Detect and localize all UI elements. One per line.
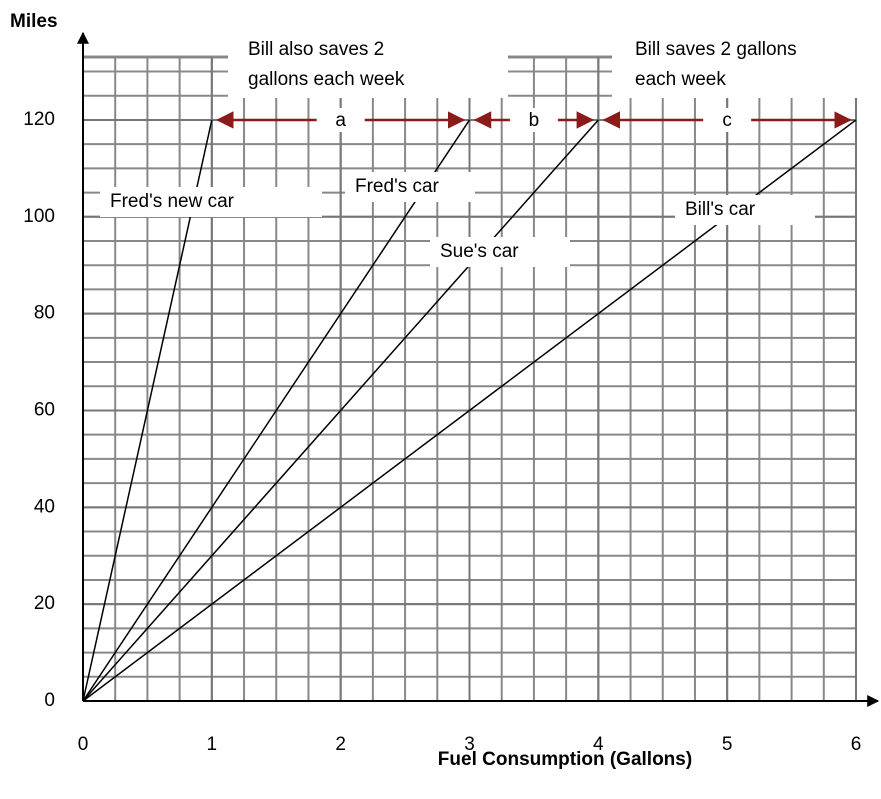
- y-tick-label: 60: [34, 399, 55, 420]
- series-line: [82, 119, 599, 702]
- x-tick-label: 4: [593, 734, 604, 755]
- y-tick-label: 40: [34, 496, 55, 517]
- y-tick-label: 20: [34, 593, 55, 614]
- label-box: [430, 237, 570, 267]
- series-label: Fred's new car: [110, 191, 235, 212]
- series-label: Fred's car: [355, 176, 440, 197]
- x-axis-label: Fuel Consumption (Gallons): [438, 749, 692, 770]
- arrow-label: b: [529, 110, 540, 131]
- arrow-label: c: [722, 110, 732, 131]
- label-box: [100, 187, 322, 217]
- annotation-box: [228, 36, 508, 98]
- series-label: Bill's car: [685, 199, 756, 220]
- series-line: [82, 119, 471, 702]
- arrow-label-box: [509, 107, 558, 132]
- label-box: [345, 172, 475, 202]
- y-axis-label: Miles: [10, 11, 58, 32]
- label-box: [675, 195, 815, 225]
- annotation: gallons each week: [248, 69, 405, 90]
- y-tick-label: 0: [44, 690, 55, 711]
- x-tick-label: 3: [464, 734, 475, 755]
- arrow-label-box: [703, 107, 752, 132]
- y-tick-label: 80: [34, 303, 55, 324]
- x-tick-label: 5: [722, 734, 733, 755]
- y-tick-label: 120: [23, 109, 55, 130]
- annotation: Bill also saves 2: [248, 39, 384, 60]
- x-tick-label: 0: [78, 734, 89, 755]
- arrow-label-box: [316, 107, 365, 132]
- y-tick-label: 100: [23, 206, 55, 227]
- x-tick-label: 2: [335, 734, 346, 755]
- arrow-label: a: [335, 110, 346, 131]
- annotation-box: [612, 36, 874, 98]
- annotation: Bill saves 2 gallons: [635, 39, 797, 60]
- series-label: Sue's car: [440, 241, 519, 262]
- annotation: each week: [635, 69, 726, 90]
- x-tick-label: 1: [207, 734, 218, 755]
- x-tick-label: 6: [851, 734, 862, 755]
- grid: [82, 55, 857, 702]
